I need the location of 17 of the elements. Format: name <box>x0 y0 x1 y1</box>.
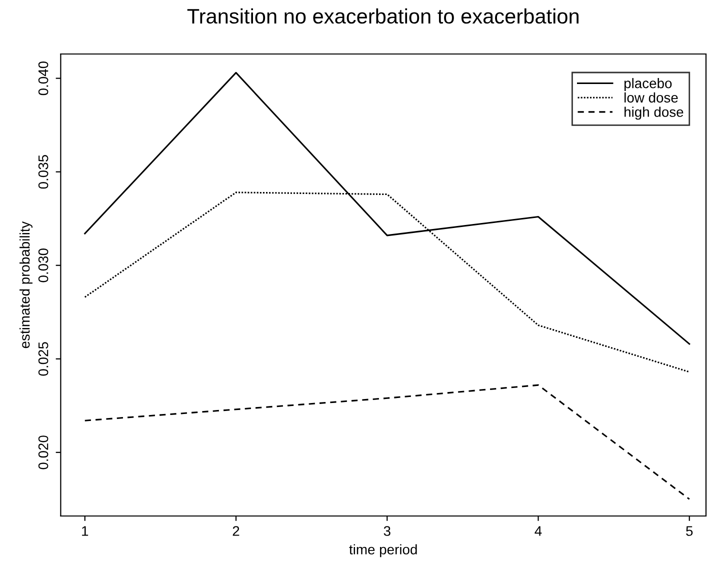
x-axis-title: time period <box>349 544 417 558</box>
legend-label: high dose <box>624 106 684 120</box>
y-tick-label: 0.040 <box>38 61 48 96</box>
legend-label: low dose <box>624 92 678 103</box>
x-tick-label: 2 <box>232 526 240 536</box>
x-tick-label: 5 <box>686 526 693 536</box>
x-tick-label: 3 <box>384 526 390 536</box>
y-tick-label: 0.025 <box>38 342 48 376</box>
x-tick-label: 4 <box>534 526 542 536</box>
y-tick-label: 0.030 <box>38 248 48 282</box>
y-axis-title: estimated probability <box>20 221 32 348</box>
line-series <box>84 384 690 500</box>
y-tick-label: 0.020 <box>38 436 48 470</box>
legend-label: placebo <box>624 78 672 91</box>
chart-title: Transition no exacerbation to exacerbation <box>187 8 578 24</box>
y-tick-label: 0.035 <box>38 155 48 189</box>
x-tick-label: 1 <box>82 526 88 536</box>
